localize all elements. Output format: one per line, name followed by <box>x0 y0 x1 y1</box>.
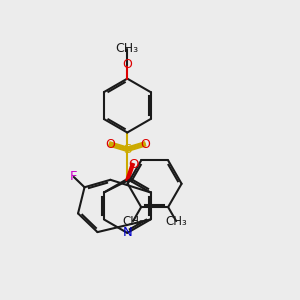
Text: F: F <box>70 170 78 184</box>
Text: O: O <box>140 137 150 151</box>
Text: O: O <box>128 158 139 171</box>
Text: CH₃: CH₃ <box>122 214 144 228</box>
Text: CH₃: CH₃ <box>116 42 139 56</box>
Text: O: O <box>105 137 115 151</box>
Text: O: O <box>122 58 132 71</box>
Text: S: S <box>123 143 131 156</box>
Text: CH₃: CH₃ <box>165 214 187 228</box>
Text: N: N <box>122 226 132 239</box>
